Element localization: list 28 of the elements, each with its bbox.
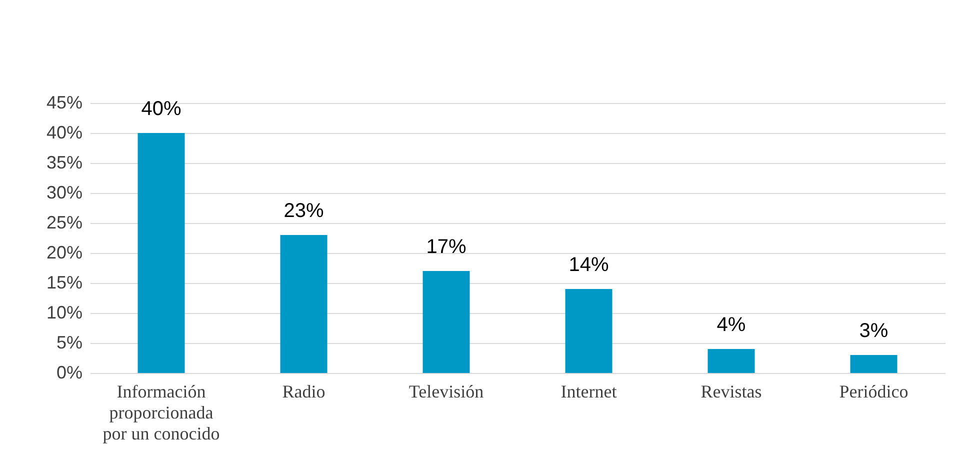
x-tick-label: Información proporcionada por un conocido bbox=[102, 382, 220, 444]
y-tick-label: 0% bbox=[56, 362, 82, 382]
data-label: 40% bbox=[141, 98, 182, 120]
bar bbox=[565, 289, 612, 373]
x-tick-label: Radio bbox=[282, 382, 326, 402]
data-label: 17% bbox=[426, 236, 466, 258]
x-tick-label: Internet bbox=[560, 382, 617, 402]
data-label: 4% bbox=[716, 314, 746, 336]
y-tick-label: 10% bbox=[46, 302, 82, 322]
y-tick-label: 15% bbox=[46, 272, 82, 292]
y-tick-label: 30% bbox=[46, 182, 82, 202]
x-tick-label: Televisión bbox=[408, 382, 484, 402]
data-label: 23% bbox=[284, 200, 324, 222]
bar bbox=[280, 235, 328, 373]
x-tick-label: Periódico bbox=[839, 382, 908, 402]
y-tick-label: 35% bbox=[46, 152, 82, 172]
bar bbox=[422, 271, 470, 373]
y-tick-label: 20% bbox=[46, 242, 82, 262]
bar bbox=[708, 349, 755, 373]
data-label: 3% bbox=[859, 320, 888, 342]
x-tick-label: Revistas bbox=[700, 382, 762, 402]
bar bbox=[850, 355, 898, 373]
y-tick-label: 5% bbox=[56, 332, 82, 352]
bar bbox=[138, 133, 185, 373]
y-tick-label: 25% bbox=[46, 212, 82, 232]
data-label: 14% bbox=[568, 254, 609, 276]
y-tick-label: 45% bbox=[46, 92, 82, 112]
y-tick-label: 40% bbox=[46, 122, 82, 142]
